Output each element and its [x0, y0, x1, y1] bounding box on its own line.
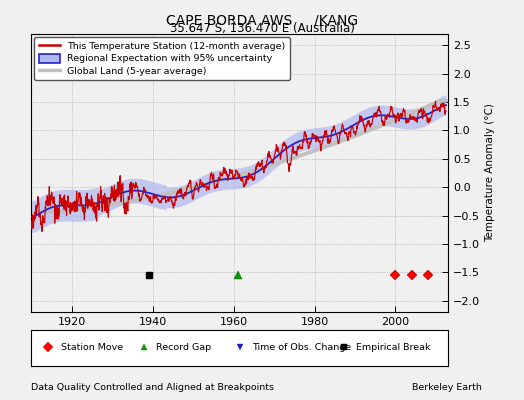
Text: Time of Obs. Change: Time of Obs. Change	[252, 343, 352, 352]
Text: CAPE BORDA AWS     /KANG: CAPE BORDA AWS /KANG	[166, 14, 358, 28]
Legend: This Temperature Station (12-month average), Regional Expectation with 95% uncer: This Temperature Station (12-month avera…	[34, 37, 290, 80]
Text: Berkeley Earth: Berkeley Earth	[412, 383, 482, 392]
Text: Empirical Break: Empirical Break	[356, 343, 431, 352]
Text: Data Quality Controlled and Aligned at Breakpoints: Data Quality Controlled and Aligned at B…	[31, 383, 275, 392]
Text: Record Gap: Record Gap	[157, 343, 212, 352]
Y-axis label: Temperature Anomaly (°C): Temperature Anomaly (°C)	[486, 104, 496, 242]
Text: Station Move: Station Move	[61, 343, 123, 352]
Text: 35.647 S, 136.470 E (Australia): 35.647 S, 136.470 E (Australia)	[170, 22, 354, 35]
